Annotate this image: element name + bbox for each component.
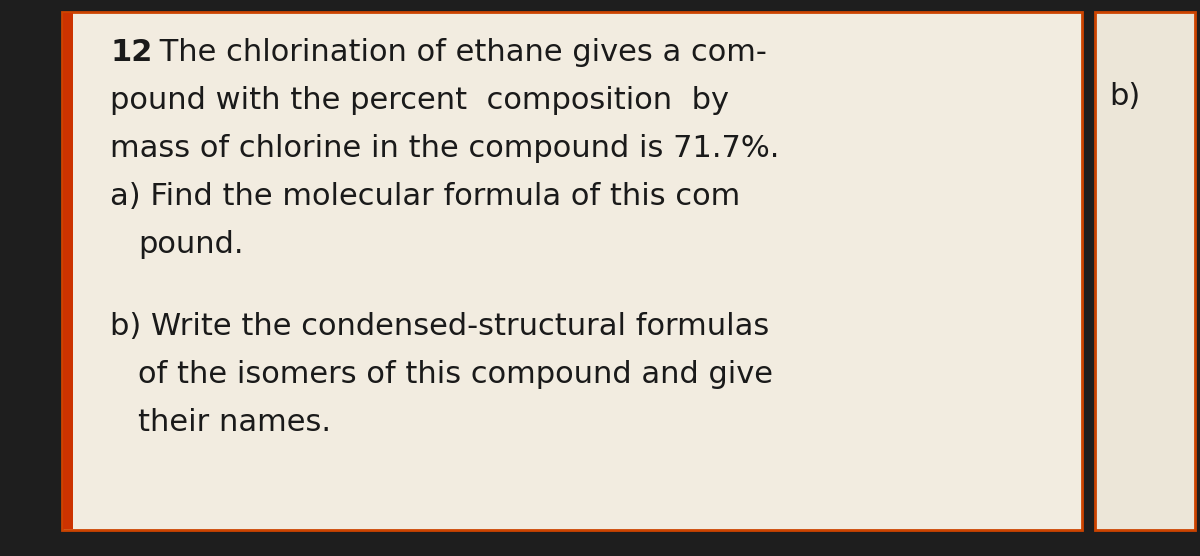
- Bar: [64, 13, 73, 529]
- Text: The chlorination of ethane gives a com-: The chlorination of ethane gives a com-: [150, 38, 767, 67]
- Text: of the isomers of this compound and give: of the isomers of this compound and give: [138, 360, 773, 389]
- Text: pound with the percent  composition  by: pound with the percent composition by: [110, 86, 730, 115]
- Text: 12: 12: [110, 38, 152, 67]
- Text: b): b): [1109, 82, 1140, 111]
- Text: mass of chlorine in the compound is 71.7%.: mass of chlorine in the compound is 71.7…: [110, 134, 779, 163]
- Text: b) Write the condensed-structural formulas: b) Write the condensed-structural formul…: [110, 311, 769, 341]
- Text: a) Find the molecular formula of this com: a) Find the molecular formula of this co…: [110, 182, 740, 211]
- Text: their names.: their names.: [138, 408, 331, 436]
- Bar: [1096, 12, 1195, 530]
- Text: pound.: pound.: [138, 230, 244, 259]
- Bar: [62, 12, 1082, 530]
